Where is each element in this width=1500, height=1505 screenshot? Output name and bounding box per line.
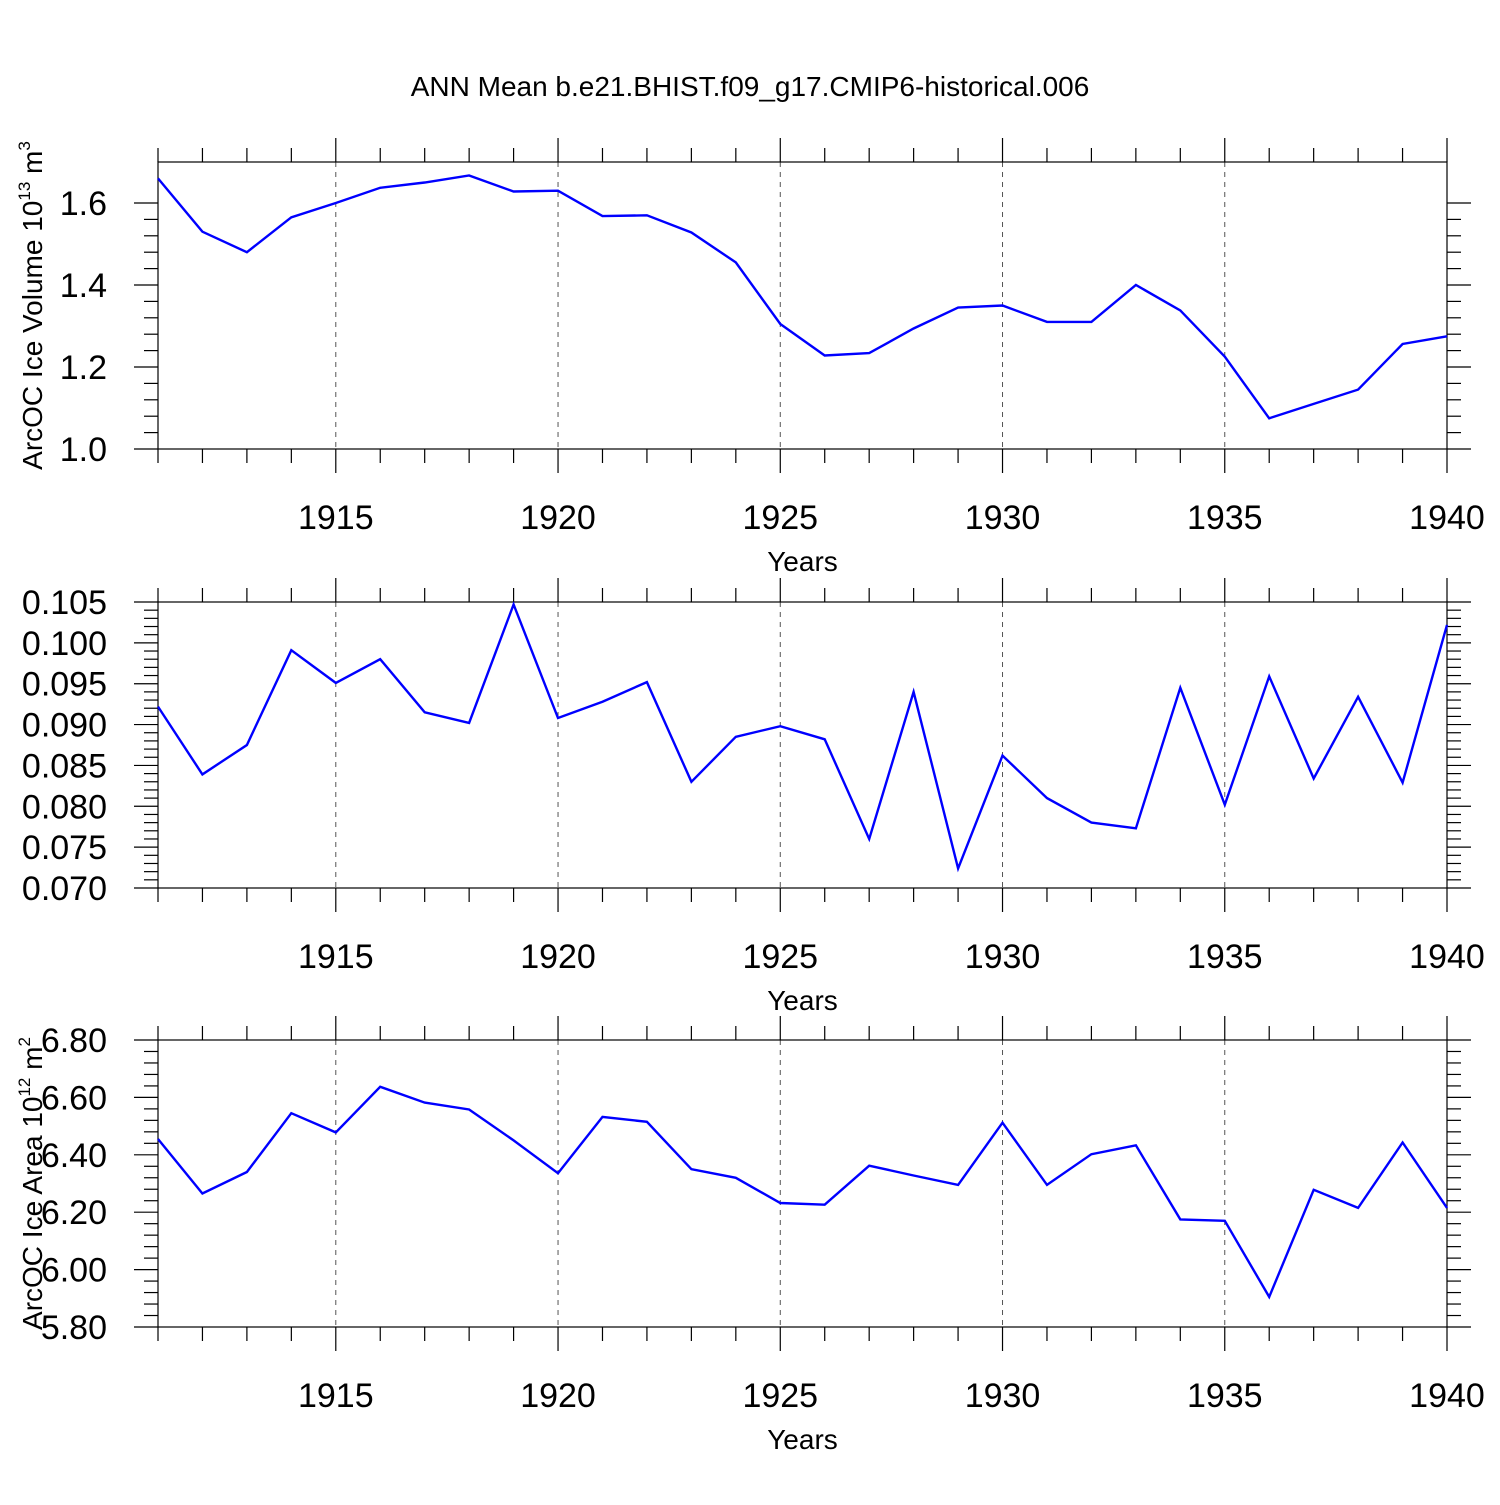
y-tick-label: 0.075 [22, 829, 107, 867]
plot-frame [157, 601, 1448, 889]
x-tick-label: 1930 [965, 499, 1041, 537]
y-tick-label: 0.100 [22, 625, 107, 663]
y-axis-title: ArcOC Ice Area 1012 m2 [15, 1037, 48, 1330]
x-tick-label: 1935 [1187, 938, 1263, 976]
x-tick-label: 1920 [520, 499, 596, 537]
y-tick-label: 0.095 [22, 666, 107, 704]
x-tick-label: 1920 [520, 938, 596, 976]
chart-title: ANN Mean b.e21.BHIST.f09_g17.CMIP6-histo… [411, 71, 1090, 102]
x-axis-title: Years [767, 546, 838, 577]
series-line [156, 601, 1449, 873]
y-tick-label: 0.080 [22, 788, 107, 826]
y-tick-label: 6.20 [41, 1194, 107, 1232]
y-tick-label: 0.070 [22, 870, 107, 908]
y-tick-label: 1.0 [60, 431, 107, 469]
y-tick-label: 1.4 [60, 267, 107, 305]
y-tick-label: 5.80 [41, 1309, 107, 1347]
x-tick-label: 1935 [1187, 499, 1263, 537]
x-tick-label: 1935 [1187, 1377, 1263, 1415]
plot-frame [157, 161, 1448, 450]
x-tick-label: 1915 [298, 1377, 374, 1415]
x-tick-label: 1940 [1409, 938, 1485, 976]
x-tick-label: 1915 [298, 499, 374, 537]
y-tick-label: 6.40 [41, 1137, 107, 1175]
x-axis-title: Years [767, 1424, 838, 1455]
y-tick-label: 1.6 [60, 185, 107, 223]
x-tick-label: 1925 [742, 499, 818, 537]
y-axis-title: ArcOC Ice Volume 1013 m3 [15, 141, 48, 470]
x-tick-label: 1940 [1409, 1377, 1485, 1415]
y-tick-label: 6.60 [41, 1079, 107, 1117]
series-line [157, 1085, 1448, 1300]
series-line [157, 174, 1448, 420]
plot-frame [157, 1039, 1448, 1328]
chart-panel-2: 1915 1920 1925 1930 1935 19400.0700.0750.0800… [22, 578, 1485, 1016]
y-tick-label: 6.00 [41, 1252, 107, 1290]
chart-panel-1: 1915 1920 1925 1930 1935 1940 1.0 1.2 1.4 1.6 Year… [15, 138, 1485, 577]
x-axis-title: Years [767, 985, 838, 1016]
x-tick-label: 1925 [742, 938, 818, 976]
y-tick-label: 0.090 [22, 707, 107, 745]
x-tick-label: 1930 [965, 1377, 1041, 1415]
y-tick-label: 0.105 [22, 584, 107, 622]
y-tick-label: 6.80 [41, 1022, 107, 1060]
x-tick-label: 1920 [520, 1377, 596, 1415]
x-tick-label: 1940 [1409, 499, 1485, 537]
x-tick-label: 1915 [298, 938, 374, 976]
x-tick-label: 1925 [742, 1377, 818, 1415]
y-tick-label: 1.2 [60, 349, 107, 387]
chart-panel-3: 1915 1920 1925 1930 1935 1940 5.80 6.00 6.20 6.40… [15, 1016, 1485, 1455]
y-tick-label: 0.085 [22, 747, 107, 785]
x-tick-label: 1930 [965, 938, 1041, 976]
